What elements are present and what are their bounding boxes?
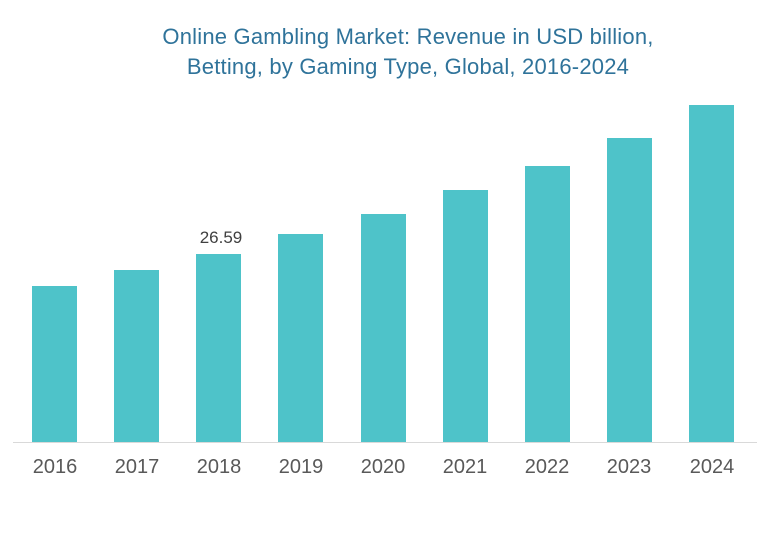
x-tick-label-2022: 2022 — [524, 456, 570, 478]
bar-2024 — [689, 105, 734, 442]
x-axis-line — [13, 442, 757, 443]
bar-2021 — [443, 190, 488, 442]
x-tick-label-2019: 2019 — [278, 456, 324, 478]
bar-2016 — [32, 286, 77, 442]
x-tick-label-2021: 2021 — [442, 456, 488, 478]
bar-2023 — [607, 138, 652, 442]
x-tick-label-2023: 2023 — [606, 456, 652, 478]
x-tick-label-2024: 2024 — [689, 456, 735, 478]
bar-2022 — [525, 166, 570, 442]
x-tick-label-2017: 2017 — [114, 456, 160, 478]
bar-2017 — [114, 270, 159, 442]
x-tick-label-2016: 2016 — [32, 456, 78, 478]
chart-title-line1: Online Gambling Market: Revenue in USD b… — [162, 24, 654, 49]
bar-2019 — [278, 234, 323, 442]
chart-title-line2: Betting, by Gaming Type, Global, 2016-20… — [186, 54, 630, 79]
chart-title: Online Gambling Market: Revenue in USD b… — [48, 22, 768, 82]
x-tick-label-2018: 2018 — [196, 456, 242, 478]
bar-2020 — [361, 214, 406, 442]
x-tick-label-2020: 2020 — [360, 456, 406, 478]
bar-value-label-2018: 26.59 — [199, 228, 243, 247]
bar-2018 — [196, 254, 241, 442]
